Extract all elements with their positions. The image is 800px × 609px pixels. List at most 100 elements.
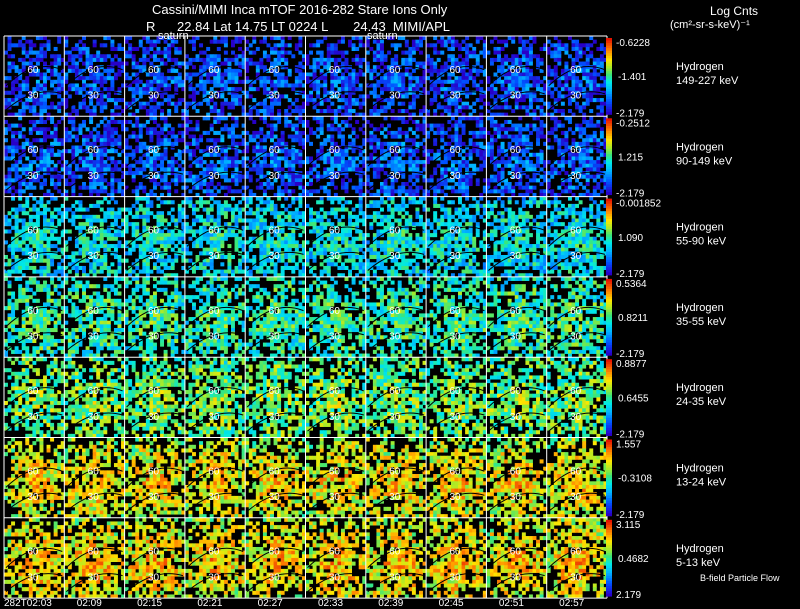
pixel-block bbox=[255, 149, 260, 154]
latitude-label: 60 bbox=[449, 145, 461, 156]
pixel-block bbox=[330, 138, 335, 143]
pixel-block bbox=[121, 229, 125, 234]
pixel-block bbox=[67, 255, 72, 260]
pixel-block bbox=[223, 163, 228, 168]
pixel-block bbox=[603, 101, 608, 106]
pixel-block bbox=[245, 57, 250, 62]
pixel-block bbox=[465, 152, 470, 157]
pixel-block bbox=[82, 68, 86, 73]
pixel-block bbox=[85, 109, 90, 114]
pixel-block bbox=[202, 189, 207, 194]
pixel-block bbox=[21, 112, 26, 117]
pixel-block bbox=[113, 222, 118, 227]
pixel-block bbox=[287, 160, 292, 165]
pixel-block bbox=[160, 127, 165, 132]
pixel-block bbox=[170, 101, 175, 106]
pixel-block bbox=[43, 79, 47, 84]
pixel-block bbox=[223, 174, 228, 179]
pixel-block bbox=[443, 174, 448, 179]
pixel-block bbox=[408, 167, 413, 172]
pixel-block bbox=[92, 134, 97, 139]
pixel-block bbox=[177, 123, 182, 128]
pixel-block bbox=[419, 83, 423, 88]
pixel-block bbox=[301, 83, 306, 88]
pixel-block bbox=[504, 79, 509, 84]
pixel-block bbox=[248, 178, 253, 183]
pixel-block bbox=[592, 123, 597, 128]
pixel-block bbox=[379, 149, 384, 154]
pixel-block bbox=[89, 182, 94, 187]
pixel-block bbox=[376, 83, 381, 88]
pixel-block bbox=[316, 43, 321, 48]
pixel-block bbox=[174, 167, 179, 172]
pixel-block bbox=[525, 46, 530, 51]
pixel-block bbox=[340, 134, 345, 139]
pixel-block bbox=[284, 43, 289, 48]
pixel-block bbox=[11, 79, 16, 84]
pixel-block bbox=[255, 112, 260, 117]
pixel-block bbox=[358, 112, 363, 117]
pixel-block bbox=[170, 247, 175, 252]
pixel-block bbox=[184, 112, 189, 117]
pixel-block bbox=[135, 138, 140, 143]
pixel-block bbox=[231, 87, 235, 92]
pixel-block bbox=[85, 105, 90, 110]
pixel-block bbox=[465, 189, 470, 194]
pixel-block bbox=[145, 119, 150, 124]
pixel-block bbox=[106, 182, 111, 187]
pixel-block bbox=[578, 149, 583, 154]
pixel-block bbox=[78, 192, 83, 197]
pixel-block bbox=[539, 127, 544, 132]
pixel-block bbox=[78, 76, 83, 81]
pixel-block bbox=[11, 196, 16, 201]
pixel-block bbox=[262, 109, 267, 114]
pixel-block bbox=[301, 160, 306, 165]
pixel-block bbox=[21, 36, 26, 41]
pixel-block bbox=[248, 87, 253, 92]
pixel-block bbox=[422, 76, 427, 81]
pixel-block bbox=[585, 141, 590, 146]
pixel-block bbox=[319, 54, 324, 59]
pixel-block bbox=[46, 265, 51, 270]
pixel-block bbox=[138, 123, 143, 128]
pixel-block bbox=[603, 152, 608, 157]
pixel-block bbox=[330, 46, 335, 51]
pixel-block bbox=[11, 240, 16, 245]
pixel-block bbox=[138, 39, 143, 44]
pixel-block bbox=[383, 163, 388, 168]
pixel-block bbox=[57, 138, 62, 143]
pixel-block bbox=[11, 87, 16, 92]
pixel-block bbox=[415, 189, 420, 194]
pixel-block bbox=[351, 76, 356, 81]
pixel-block bbox=[21, 240, 26, 245]
pixel-block bbox=[546, 112, 551, 117]
pixel-block bbox=[149, 236, 154, 241]
pixel-block bbox=[7, 54, 12, 59]
pixel-block bbox=[32, 174, 37, 179]
pixel-block bbox=[475, 39, 480, 44]
pixel-block bbox=[330, 145, 335, 150]
pixel-block bbox=[142, 123, 147, 128]
pixel-block bbox=[532, 152, 537, 157]
pixel-block bbox=[18, 192, 23, 197]
pixel-block bbox=[82, 185, 86, 190]
pixel-block bbox=[465, 65, 470, 70]
pixel-block bbox=[35, 130, 40, 135]
pixel-block bbox=[60, 251, 65, 256]
pixel-block bbox=[50, 149, 55, 154]
pixel-block bbox=[458, 123, 462, 128]
pixel-block bbox=[330, 127, 335, 132]
pixel-block bbox=[21, 251, 26, 256]
pixel-block bbox=[482, 178, 487, 183]
pixel-block bbox=[521, 149, 526, 154]
pixel-block bbox=[103, 255, 108, 260]
pixel-block bbox=[493, 123, 498, 128]
pixel-block bbox=[387, 101, 392, 106]
pixel-block bbox=[429, 68, 434, 73]
pixel-block bbox=[309, 182, 313, 187]
pixel-block bbox=[103, 244, 108, 249]
latitude-label: 30 bbox=[88, 251, 100, 262]
pixel-block bbox=[578, 174, 583, 179]
pixel-block bbox=[96, 156, 101, 161]
pixel-block bbox=[390, 185, 395, 190]
